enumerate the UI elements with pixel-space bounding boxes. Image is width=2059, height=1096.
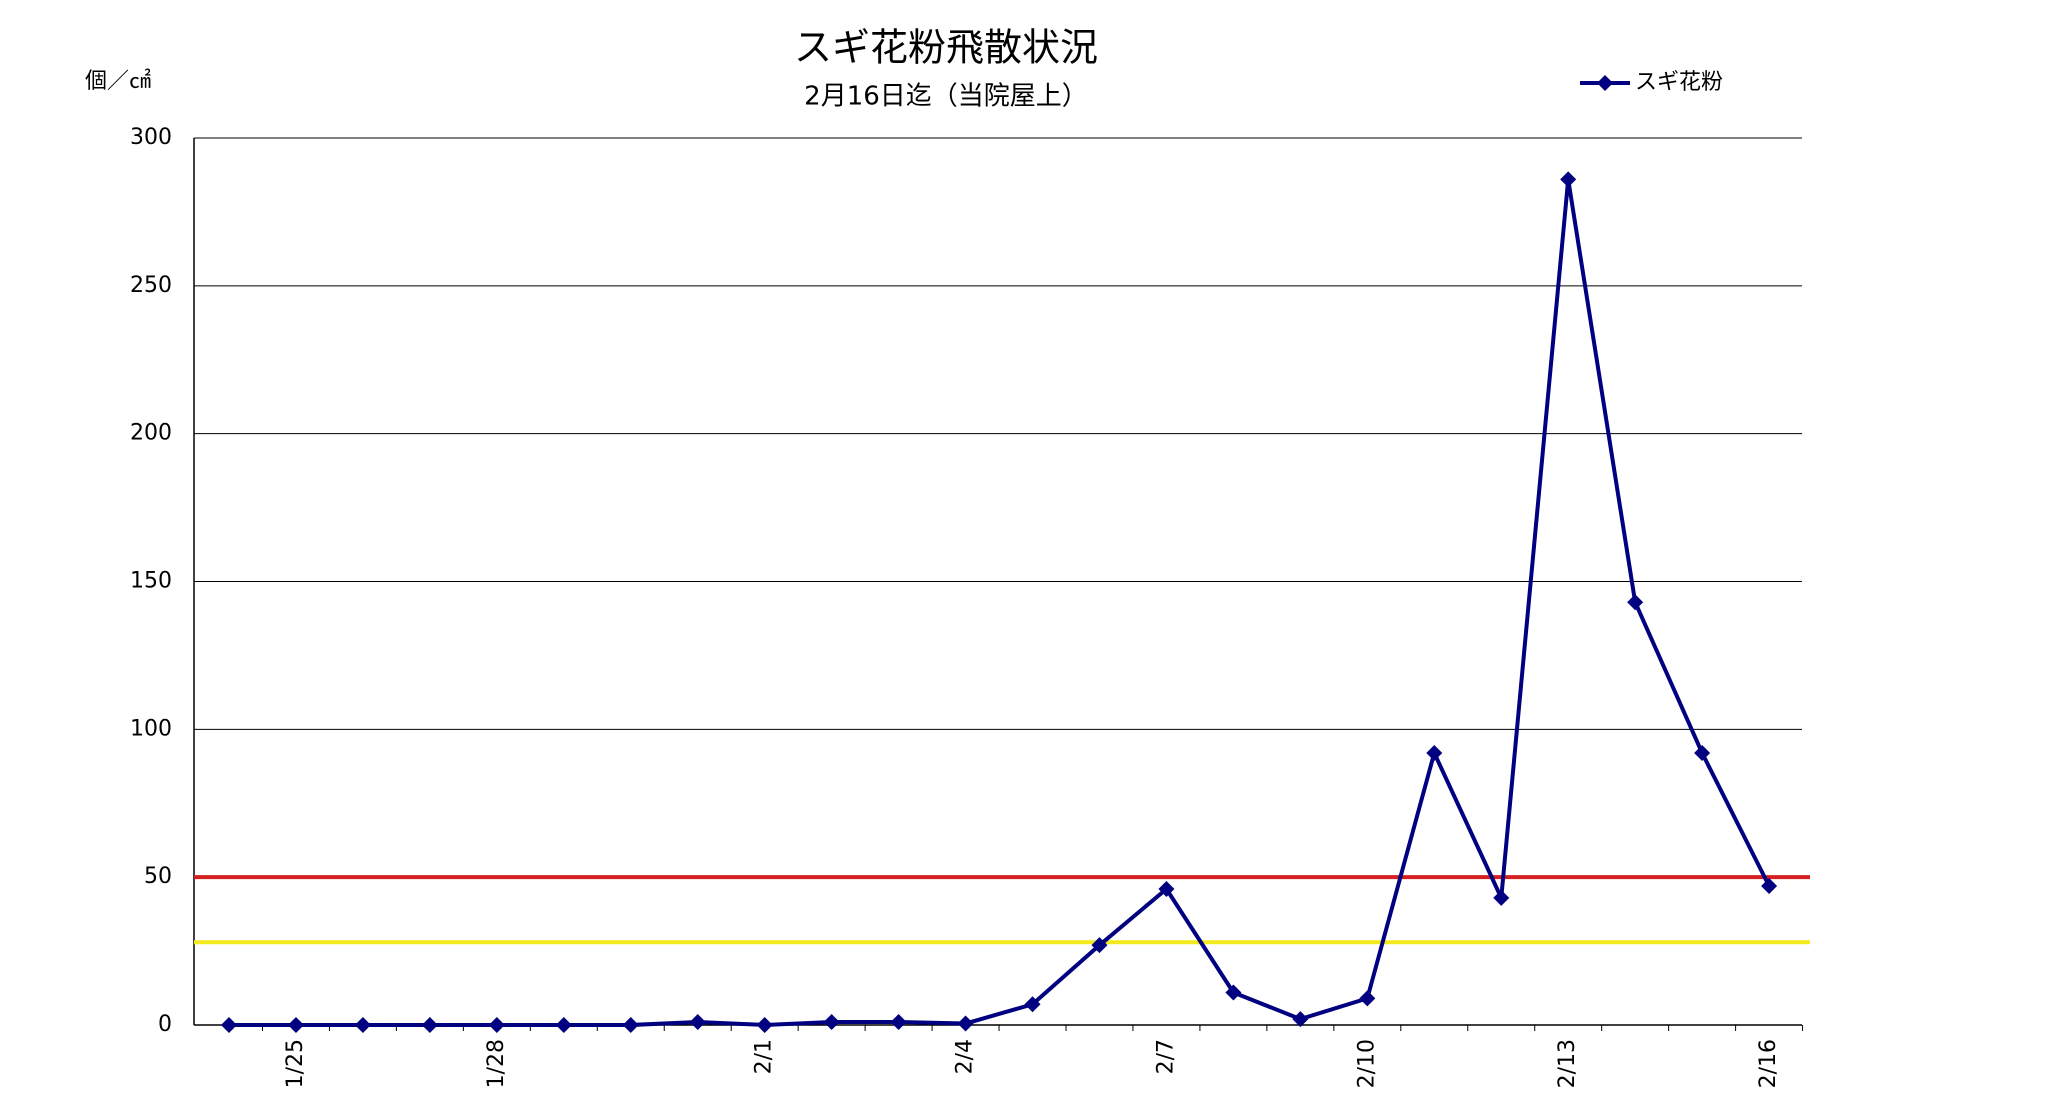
- x-tick-label: 2/1: [752, 1039, 777, 1074]
- data-point: [1158, 880, 1175, 897]
- data-point: [823, 1014, 840, 1031]
- x-tick-label: 2/16: [1756, 1039, 1781, 1088]
- data-point: [1694, 744, 1711, 761]
- chart-title: スギ花粉飛散状況: [794, 26, 1098, 70]
- data-point: [1560, 171, 1577, 188]
- data-point: [1761, 878, 1778, 895]
- data-point: [1493, 889, 1510, 906]
- data-point: [287, 1017, 304, 1033]
- data-point: [1225, 984, 1242, 1001]
- data-point: [756, 1017, 773, 1033]
- data-point: [890, 1014, 907, 1031]
- y-tick-label: 100: [130, 716, 172, 741]
- x-tick-label: 1/28: [484, 1039, 509, 1088]
- x-tick-label: 2/7: [1153, 1039, 1178, 1074]
- data-point: [1292, 1011, 1309, 1028]
- y-tick-label: 300: [130, 125, 172, 150]
- x-tick-label: 2/4: [953, 1039, 978, 1074]
- data-point: [555, 1017, 572, 1033]
- data-point: [622, 1017, 639, 1033]
- data-point: [221, 1017, 237, 1033]
- y-tick-label: 250: [130, 273, 172, 298]
- y-tick-label: 150: [130, 569, 172, 594]
- legend-marker: [1597, 75, 1613, 91]
- chart-subtitle: 2月16日迄（当院屋上）: [804, 82, 1088, 112]
- data-point: [1359, 990, 1376, 1007]
- data-point: [1024, 996, 1041, 1013]
- data-point: [957, 1015, 974, 1032]
- y-tick-label: 50: [144, 864, 172, 889]
- data-point: [488, 1017, 505, 1033]
- series-line: [229, 177, 1771, 1027]
- data-point: [1627, 594, 1644, 611]
- data-point: [1091, 937, 1108, 954]
- data-point: [354, 1017, 371, 1033]
- x-tick-label: 2/13: [1555, 1039, 1580, 1088]
- data-point: [1426, 744, 1443, 761]
- y-axis-label: 個／㎠: [85, 68, 151, 94]
- y-tick-label: 200: [130, 421, 172, 446]
- data-point: [689, 1014, 706, 1031]
- data-point: [421, 1017, 438, 1033]
- legend-label: スギ花粉: [1635, 70, 1723, 95]
- y-tick-label: 0: [158, 1012, 172, 1037]
- x-tick-label: 2/10: [1354, 1039, 1379, 1088]
- x-tick-label: 1/25: [283, 1039, 308, 1088]
